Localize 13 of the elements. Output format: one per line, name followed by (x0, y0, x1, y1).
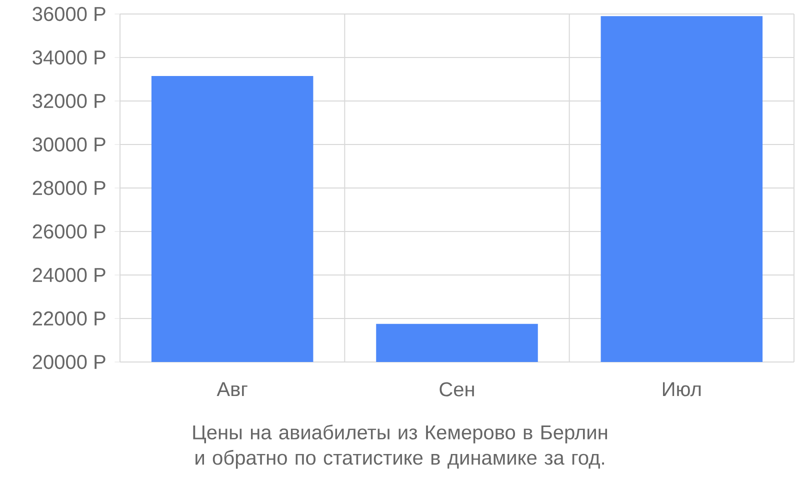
x-tick-label: Сен (440, 382, 474, 396)
x-tick-label: Авг (216, 382, 248, 396)
y-tick-label: 20000 Р (32, 354, 106, 370)
y-tick-label: 36000 Р (32, 6, 106, 22)
y-tick-label: 28000 Р (32, 180, 106, 196)
y-tick-label: 34000 Р (32, 50, 106, 65)
x-tick-label: Июл (663, 382, 701, 396)
text: Цены на авиабилеты из Кемерово в Берлин и обратно по статистике в динамике за год. (193, 424, 608, 469)
y-tick-label: 32000 Р (32, 94, 106, 108)
y-tick-label: 26000 Р (32, 224, 106, 239)
y-tick-label: 30000 Р (32, 137, 106, 152)
y-tick-label: 22000 Р (32, 311, 106, 326)
y-tick-label: 24000 Р (32, 268, 106, 282)
